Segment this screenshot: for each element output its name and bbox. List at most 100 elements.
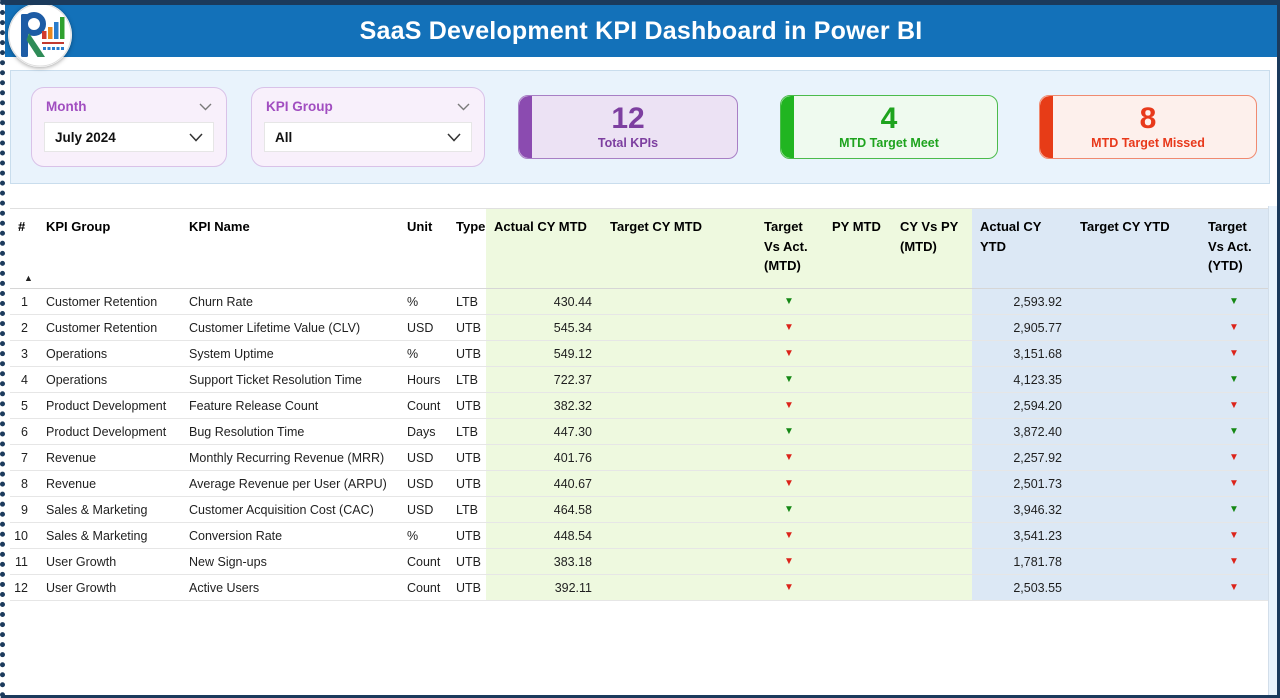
cell-target_cy_ytd — [1072, 289, 1200, 314]
cell-py_mtd — [824, 471, 892, 496]
cell-type: UTB — [456, 476, 481, 491]
table-row[interactable]: 11 User Growth New Sign-ups Count UTB 383.18 ▼… — [10, 549, 1270, 575]
col-header-type[interactable]: Type — [456, 219, 486, 234]
cell-target_vs_act_mtd: ▼ — [756, 497, 824, 522]
table-row[interactable]: 2 Customer Retention Customer Lifetime Val… — [10, 315, 1270, 341]
cell-group: Revenue — [46, 476, 97, 491]
cell-target_vs_act_mtd: ▼ — [756, 315, 824, 340]
cell-cy_vs_py_mtd — [892, 289, 972, 314]
cell-unit: % — [407, 294, 419, 309]
chevron-down-icon[interactable] — [189, 132, 203, 142]
col-header-actual_cy_mtd[interactable]: Actual CY MTD — [486, 209, 602, 288]
cell-type: UTB — [456, 320, 481, 335]
cell-num: 6 — [21, 424, 28, 439]
cell-actual_cy_ytd: 3,541.23 — [972, 523, 1072, 548]
cell-target_vs_act_ytd: ▼ — [1200, 497, 1270, 522]
target-missed-arrow-icon: ▼ — [1229, 321, 1239, 333]
cell-unit: Count — [407, 580, 441, 595]
cell-actual_cy_mtd: 448.54 — [486, 523, 602, 548]
cell-group: Revenue — [46, 450, 97, 465]
cell-num: 2 — [21, 320, 28, 335]
chevron-down-icon[interactable] — [447, 132, 461, 142]
cell-actual_cy_mtd: 392.11 — [486, 575, 602, 600]
month-slicer-label: Month — [46, 99, 87, 114]
cell-target_cy_ytd — [1072, 575, 1200, 600]
cell-target_cy_ytd — [1072, 367, 1200, 392]
col-header-actual_cy_ytd[interactable]: Actual CY YTD — [972, 209, 1072, 288]
target-met-arrow-icon: ▼ — [1229, 373, 1239, 385]
kpi-group-dropdown[interactable]: All — [264, 122, 472, 152]
total-kpis-label: Total KPIs — [597, 136, 659, 151]
target-missed-arrow-icon: ▼ — [784, 529, 794, 541]
col-header-target_vs_act_ytd[interactable]: Target Vs Act. (YTD) — [1200, 209, 1270, 288]
cell-target_cy_mtd — [602, 497, 756, 522]
cell-target_vs_act_ytd: ▼ — [1200, 367, 1270, 392]
chevron-down-icon[interactable] — [199, 103, 212, 111]
cell-name: New Sign-ups — [189, 554, 267, 569]
cell-cy_vs_py_mtd — [892, 549, 972, 574]
cell-group: Customer Retention — [46, 294, 158, 309]
month-slicer-header: Month — [44, 97, 214, 114]
cell-actual_cy_mtd: 549.12 — [486, 341, 602, 366]
sort-ascending-indicator: ▲ — [24, 273, 33, 283]
title-bar: SaaS Development KPI Dashboard in Power … — [5, 5, 1277, 57]
table-row[interactable]: 8 Revenue Average Revenue per User (ARPU) U… — [10, 471, 1270, 497]
table-row[interactable]: 6 Product Development Bug Resolution Time D… — [10, 419, 1270, 445]
col-header-unit[interactable]: Unit — [407, 219, 433, 234]
cell-py_mtd — [824, 315, 892, 340]
target-missed-arrow-icon: ▼ — [1229, 347, 1239, 359]
col-header-group[interactable]: KPI Group — [46, 219, 111, 234]
col-header-target_vs_act_mtd[interactable]: Target Vs Act. (MTD) — [756, 209, 824, 288]
table-row[interactable]: 9 Sales & Marketing Customer Acquisition C… — [10, 497, 1270, 523]
cell-group: User Growth — [46, 580, 117, 595]
table-row[interactable]: 12 User Growth Active Users Count UTB 392.11 ▼… — [10, 575, 1270, 601]
kpi-group-dropdown-value: All — [275, 129, 293, 145]
cell-group: Operations — [46, 346, 108, 361]
table-row[interactable]: 5 Product Development Feature Release Coun… — [10, 393, 1270, 419]
cell-target_vs_act_ytd: ▼ — [1200, 289, 1270, 314]
month-dropdown[interactable]: July 2024 — [44, 122, 214, 152]
total-kpis-card[interactable]: 12 Total KPIs — [518, 95, 738, 159]
cell-actual_cy_ytd: 2,501.73 — [972, 471, 1072, 496]
chevron-down-icon[interactable] — [457, 103, 470, 111]
cell-unit: Count — [407, 398, 441, 413]
table-row[interactable]: 3 Operations System Uptime% UTB 549.12 ▼ 3,151… — [10, 341, 1270, 367]
cell-actual_cy_ytd: 2,503.55 — [972, 575, 1072, 600]
cell-py_mtd — [824, 367, 892, 392]
cell-num: 1 — [21, 294, 28, 309]
table-row[interactable]: 10 Sales & Marketing Conversion Rate% UTB 44… — [10, 523, 1270, 549]
cell-target_cy_ytd — [1072, 419, 1200, 444]
cell-target_vs_act_mtd: ▼ — [756, 575, 824, 600]
table-row[interactable]: 1 Customer Retention Churn Rate% LTB 430.44 ▼… — [10, 289, 1270, 315]
cell-name: Support Ticket Resolution Time — [189, 372, 362, 387]
kpi-group-slicer-label: KPI Group — [266, 99, 333, 114]
col-header-py_mtd[interactable]: PY MTD — [824, 209, 892, 288]
col-header-num[interactable]: # — [18, 219, 26, 234]
col-header-target_cy_mtd[interactable]: Target CY MTD — [602, 209, 756, 288]
col-header-name[interactable]: KPI Name — [189, 219, 250, 234]
mtd-target-missed-card[interactable]: 8 MTD Target Missed — [1039, 95, 1257, 159]
cell-unit: % — [407, 528, 419, 543]
table-row[interactable]: 4 Operations Support Ticket Resolution Tim… — [10, 367, 1270, 393]
cell-type: UTB — [456, 450, 481, 465]
cell-num: 11 — [15, 554, 28, 569]
target-missed-arrow-icon: ▼ — [784, 477, 794, 489]
table-row[interactable]: 7 Revenue Monthly Recurring Revenue (MRR) U… — [10, 445, 1270, 471]
mtd-target-meet-card[interactable]: 4 MTD Target Meet — [780, 95, 998, 159]
cell-group: Product Development — [46, 398, 167, 413]
cell-name: Feature Release Count — [189, 398, 319, 413]
cell-target_vs_act_mtd: ▼ — [756, 549, 824, 574]
col-header-cy_vs_py_mtd[interactable]: CY Vs PY (MTD) — [892, 209, 972, 288]
cell-actual_cy_ytd: 3,872.40 — [972, 419, 1072, 444]
table-scrollbar[interactable] — [1268, 206, 1277, 695]
cell-target_cy_mtd — [602, 289, 756, 314]
mtd-target-missed-value: 8 — [1139, 101, 1157, 135]
col-header-target_cy_ytd[interactable]: Target CY YTD — [1072, 209, 1200, 288]
target-missed-arrow-icon: ▼ — [1229, 581, 1239, 593]
cell-actual_cy_ytd: 3,151.68 — [972, 341, 1072, 366]
cell-group: Product Development — [46, 424, 167, 439]
cell-target_vs_act_ytd: ▼ — [1200, 393, 1270, 418]
cell-actual_cy_ytd: 1,781.78 — [972, 549, 1072, 574]
cell-target_cy_mtd — [602, 315, 756, 340]
cell-target_vs_act_mtd: ▼ — [756, 393, 824, 418]
